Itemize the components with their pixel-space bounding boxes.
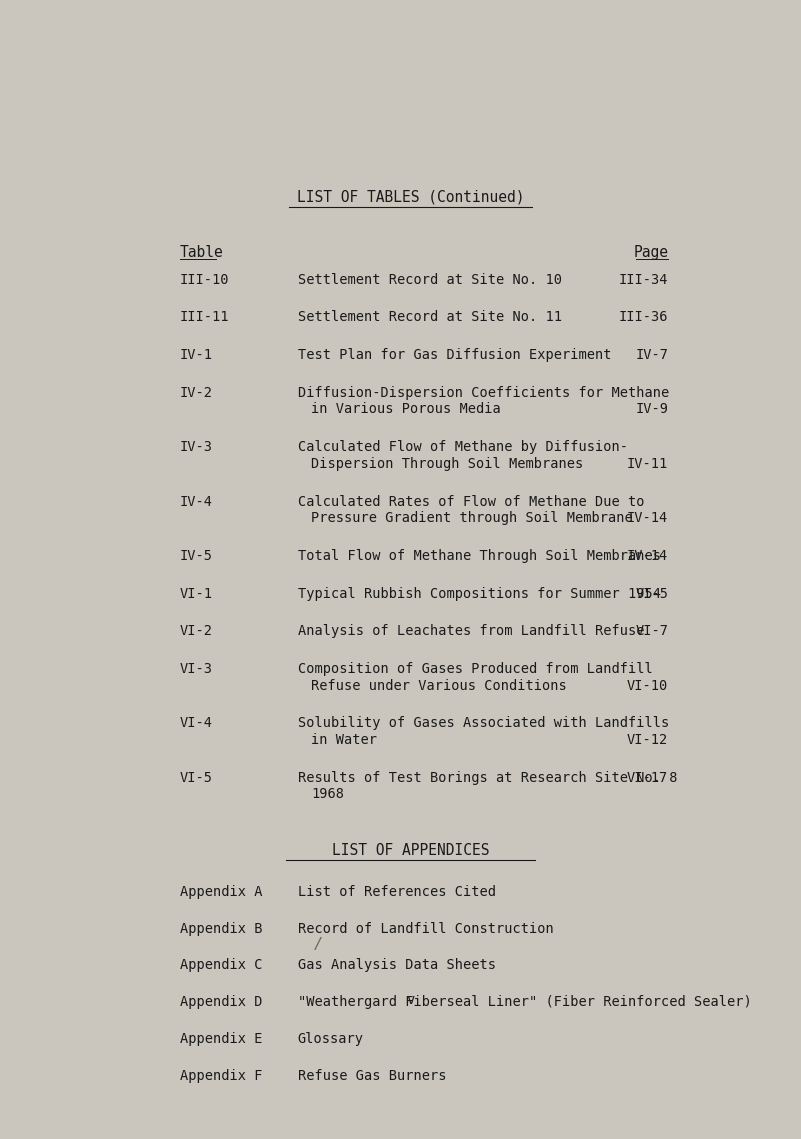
Text: IV-14: IV-14	[627, 511, 668, 525]
Text: IV-9: IV-9	[635, 402, 668, 417]
Text: VI-7: VI-7	[635, 624, 668, 638]
Text: IV-7: IV-7	[635, 349, 668, 362]
Text: Dispersion Through Soil Membranes: Dispersion Through Soil Membranes	[311, 457, 583, 470]
Text: VI-3: VI-3	[179, 662, 212, 677]
Text: VI-10: VI-10	[627, 679, 668, 693]
Text: VI-12: VI-12	[627, 734, 668, 747]
Text: Settlement Record at Site No. 11: Settlement Record at Site No. 11	[297, 310, 562, 325]
Text: Refuse under Various Conditions: Refuse under Various Conditions	[311, 679, 567, 693]
Text: VI-4: VI-4	[179, 716, 212, 730]
Text: VI-5: VI-5	[179, 771, 212, 785]
Text: III-34: III-34	[618, 272, 668, 287]
Text: IV-5: IV-5	[179, 549, 212, 563]
Text: Appendix B: Appendix B	[179, 921, 262, 935]
Text: Analysis of Leachates from Landfill Refuse: Analysis of Leachates from Landfill Refu…	[297, 624, 644, 638]
Text: IV-1: IV-1	[179, 349, 212, 362]
Text: VI-5: VI-5	[635, 587, 668, 600]
Text: III-11: III-11	[179, 310, 229, 325]
Text: III-36: III-36	[618, 310, 668, 325]
Text: LIST OF TABLES (Continued): LIST OF TABLES (Continued)	[296, 189, 525, 204]
Text: Total Flow of Methane Through Soil Membranes: Total Flow of Methane Through Soil Membr…	[297, 549, 661, 563]
Text: in Water: in Water	[311, 734, 377, 747]
Text: Appendix E: Appendix E	[179, 1032, 262, 1046]
Text: III-10: III-10	[179, 272, 229, 287]
Text: Calculated Rates of Flow of Methane Due to: Calculated Rates of Flow of Methane Due …	[297, 494, 644, 508]
Text: Page: Page	[633, 245, 668, 260]
Text: Composition of Gases Produced from Landfill: Composition of Gases Produced from Landf…	[297, 662, 652, 677]
Text: "Weathergard Fiberseal Liner" (Fiber Reinforced Sealer): "Weathergard Fiberseal Liner" (Fiber Rei…	[297, 995, 751, 1009]
Text: Pressure Gradient through Soil Membrane: Pressure Gradient through Soil Membrane	[311, 511, 633, 525]
Text: 1968: 1968	[311, 787, 344, 802]
Text: Test Plan for Gas Diffusion Experiment: Test Plan for Gas Diffusion Experiment	[297, 349, 611, 362]
Text: Calculated Flow of Methane by Diffusion-: Calculated Flow of Methane by Diffusion-	[297, 440, 627, 454]
Text: v: v	[406, 993, 415, 1007]
Text: IV-3: IV-3	[179, 440, 212, 454]
Text: Settlement Record at Site No. 10: Settlement Record at Site No. 10	[297, 272, 562, 287]
Text: List of References Cited: List of References Cited	[297, 885, 496, 899]
Text: IV-11: IV-11	[627, 457, 668, 470]
Text: Gas Analysis Data Sheets: Gas Analysis Data Sheets	[297, 958, 496, 973]
Text: IV-14: IV-14	[627, 549, 668, 563]
Text: VI-2: VI-2	[179, 624, 212, 638]
Text: Results of Test Borings at Research Site No. 8: Results of Test Borings at Research Site…	[297, 771, 677, 785]
Text: Refuse Gas Burners: Refuse Gas Burners	[297, 1070, 446, 1083]
Text: Typical Rubbish Compositions for Summer 1954: Typical Rubbish Compositions for Summer …	[297, 587, 661, 600]
Text: Appendix F: Appendix F	[179, 1070, 262, 1083]
Text: Diffusion-Dispersion Coefficients for Methane: Diffusion-Dispersion Coefficients for Me…	[297, 386, 669, 400]
Text: Appendix C: Appendix C	[179, 958, 262, 973]
Text: in Various Porous Media: in Various Porous Media	[311, 402, 501, 417]
Text: Record of Landfill Construction: Record of Landfill Construction	[297, 921, 553, 935]
Text: Appendix A: Appendix A	[179, 885, 262, 899]
Text: IV-2: IV-2	[179, 386, 212, 400]
Text: /: /	[314, 936, 324, 951]
Text: LIST OF APPENDICES: LIST OF APPENDICES	[332, 843, 489, 858]
Text: IV-4: IV-4	[179, 494, 212, 508]
Text: Solubility of Gases Associated with Landfills: Solubility of Gases Associated with Land…	[297, 716, 669, 730]
Text: VI-17: VI-17	[627, 771, 668, 785]
Text: Appendix D: Appendix D	[179, 995, 262, 1009]
Text: Glossary: Glossary	[297, 1032, 364, 1046]
Text: Table: Table	[179, 245, 223, 260]
Text: VI-1: VI-1	[179, 587, 212, 600]
